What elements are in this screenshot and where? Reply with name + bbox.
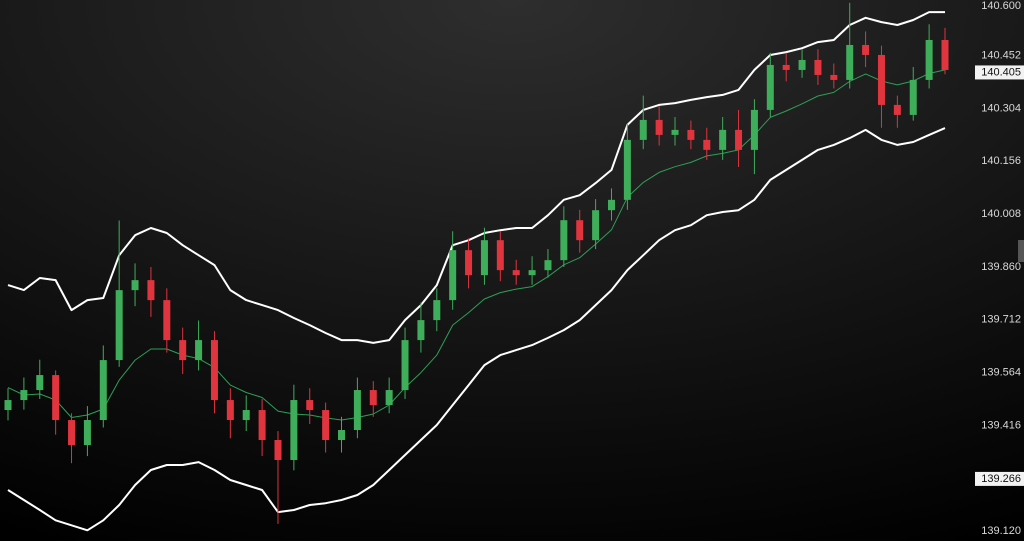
- candle-body: [274, 440, 282, 460]
- candle-body: [846, 44, 854, 80]
- candle-body: [941, 39, 949, 70]
- candle-body: [623, 139, 631, 200]
- candle-body: [338, 430, 346, 441]
- candle-body: [639, 119, 647, 140]
- candle-body: [766, 64, 774, 110]
- candle-body: [226, 400, 234, 421]
- candle-body: [560, 220, 568, 261]
- candle-body: [480, 240, 488, 276]
- y-tick-label: 139.416: [981, 419, 1021, 431]
- candle-body: [433, 300, 441, 321]
- candle-body: [592, 210, 600, 241]
- candle-body: [20, 390, 28, 401]
- candle-body: [115, 290, 123, 361]
- candle-body: [671, 129, 679, 135]
- candle-body: [528, 270, 536, 276]
- candle-body: [83, 420, 91, 446]
- candle-body: [512, 270, 520, 276]
- y-tick-label: 140.600: [981, 0, 1021, 12]
- price-marker-label: 139.266: [981, 473, 1021, 485]
- y-tick-label: 139.860: [981, 261, 1021, 273]
- candle-body: [306, 400, 314, 411]
- candle-body: [36, 375, 44, 391]
- candle-body: [750, 109, 758, 150]
- candle-body: [210, 340, 218, 401]
- y-tick-label: 140.008: [981, 208, 1021, 220]
- candle-body: [4, 400, 12, 411]
- candle-body: [163, 300, 171, 341]
- candle-body: [369, 390, 377, 406]
- candle-body: [782, 64, 790, 70]
- y-tick-label: 139.120: [981, 525, 1021, 537]
- candle-body: [830, 74, 838, 80]
- y-tick-label: 139.564: [981, 366, 1021, 378]
- candle-body: [703, 139, 711, 150]
- bollinger-upper: [7, 11, 945, 344]
- scroll-handle: [1018, 240, 1024, 262]
- candle-body: [687, 129, 695, 140]
- y-axis: 140.600 140.452 140.304 140.156 140.008 139.8…: [975, 0, 1024, 537]
- y-tick-label: 140.156: [981, 155, 1021, 167]
- price-marker-label: 140.405: [981, 66, 1021, 78]
- candle-body: [655, 119, 663, 135]
- candle-body: [99, 360, 107, 421]
- price-marker-box: [975, 65, 1024, 80]
- candle-body: [401, 340, 409, 391]
- candle-body: [52, 375, 60, 421]
- candle-body: [290, 400, 298, 460]
- y-tick-label: 140.304: [981, 102, 1021, 114]
- candle-body: [576, 220, 584, 241]
- candle-body: [353, 390, 361, 431]
- candle-body: [893, 104, 901, 115]
- candle-body: [449, 250, 457, 301]
- candle-body: [147, 280, 155, 301]
- candle-body: [877, 54, 885, 105]
- candle-body: [862, 44, 870, 55]
- plot-area: [4, 2, 949, 532]
- candle-body: [385, 390, 393, 406]
- candle-body: [607, 199, 615, 211]
- candle-body: [242, 410, 250, 421]
- candle-body: [465, 250, 473, 276]
- bollinger-lower: [7, 127, 946, 532]
- candle-body: [798, 59, 806, 70]
- candle-body: [131, 280, 139, 291]
- candle-body: [544, 260, 552, 271]
- candle-body: [68, 420, 76, 446]
- candle-body: [258, 410, 266, 441]
- candle-body: [179, 340, 187, 361]
- candle-body: [322, 410, 330, 441]
- y-tick-label: 139.712: [981, 314, 1021, 326]
- candle-body: [195, 340, 203, 361]
- candle-body: [417, 320, 425, 341]
- bollinger-middle: [7, 69, 946, 421]
- y-tick-label: 140.452: [981, 50, 1021, 62]
- candle-body: [814, 59, 822, 75]
- candle-body: [719, 129, 727, 150]
- candle-body: [925, 39, 933, 80]
- candle-body: [909, 79, 917, 115]
- price-marker-box: [975, 471, 1024, 486]
- candle-body: [496, 240, 504, 271]
- candle-body: [735, 129, 743, 150]
